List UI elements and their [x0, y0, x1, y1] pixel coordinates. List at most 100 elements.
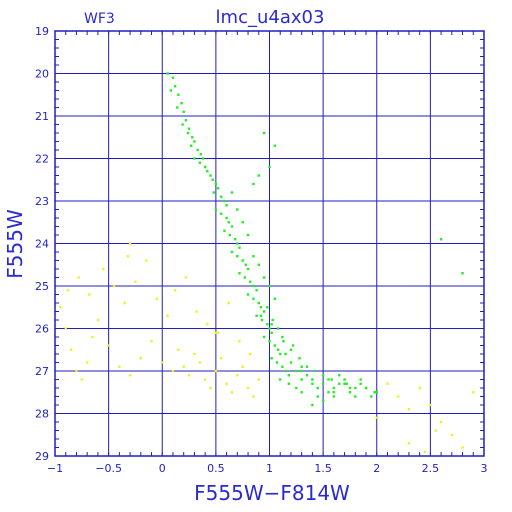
data-point: [171, 76, 175, 79]
data-point: [311, 378, 314, 381]
data-point: [260, 318, 264, 322]
y-tick-label: 26: [35, 323, 49, 336]
data-point: [206, 170, 209, 173]
data-point: [375, 391, 378, 394]
data-point: [255, 289, 258, 292]
data-point: [316, 395, 319, 398]
data-point: [439, 238, 443, 241]
data-point: [266, 323, 269, 326]
data-point: [214, 208, 218, 211]
data-point: [359, 382, 362, 385]
data-point: [332, 391, 336, 394]
data-point: [225, 382, 228, 385]
data-point: [291, 344, 295, 347]
x-tick-label: 1: [266, 462, 273, 475]
data-point: [198, 361, 201, 364]
data-point: [338, 374, 341, 377]
data-point: [257, 378, 260, 381]
data-point: [139, 357, 142, 360]
series-2: [59, 242, 475, 453]
data-point: [316, 386, 319, 390]
data-point: [270, 357, 273, 360]
data-point: [233, 238, 237, 241]
data-point: [321, 374, 325, 377]
data-point: [193, 140, 196, 143]
data-point: [375, 416, 378, 419]
data-point: [191, 136, 194, 139]
data-point: [144, 259, 148, 262]
data-point: [214, 331, 218, 334]
data-point: [461, 272, 464, 275]
data-point: [64, 327, 67, 330]
data-point: [193, 157, 196, 160]
data-point: [268, 284, 271, 288]
data-point: [198, 161, 201, 164]
data-point: [220, 212, 223, 215]
data-point: [96, 318, 100, 322]
data-point: [180, 102, 183, 105]
data-point: [305, 374, 309, 377]
data-point: [348, 391, 352, 394]
data-point: [225, 216, 228, 220]
data-point: [348, 386, 352, 390]
data-point: [270, 331, 273, 334]
data-point: [311, 403, 314, 407]
data-point: [182, 365, 185, 368]
x-tick-label: 2.5: [422, 462, 440, 475]
data-point: [407, 408, 411, 411]
x-tick-label: 1.5: [314, 462, 332, 475]
grid: [55, 31, 484, 456]
y-tick-label: 22: [35, 153, 49, 166]
data-point: [268, 327, 271, 330]
data-point: [184, 276, 188, 279]
data-point: [66, 289, 70, 292]
data-point: [77, 276, 80, 279]
data-point: [300, 391, 303, 394]
data-point: [273, 144, 277, 147]
data-point: [472, 391, 475, 394]
data-point: [321, 382, 325, 385]
data-point: [305, 365, 309, 368]
data-point: [257, 301, 260, 305]
x-tick-label: −0.5: [95, 462, 122, 475]
data-point: [262, 276, 266, 279]
data-point: [345, 382, 348, 385]
data-point: [241, 259, 244, 262]
series-1: [166, 72, 464, 407]
data-point: [295, 386, 298, 390]
data-point: [236, 208, 239, 211]
data-point: [359, 378, 362, 381]
data-point: [273, 297, 277, 300]
data-point: [88, 293, 91, 296]
x-tick-label: 0.5: [207, 462, 225, 475]
data-point: [238, 272, 241, 275]
data-point: [262, 131, 266, 135]
data-point: [281, 365, 284, 368]
data-point: [282, 340, 285, 343]
data-point: [241, 221, 244, 224]
data-point: [439, 420, 443, 424]
data-point: [128, 242, 132, 245]
data-point: [169, 89, 173, 92]
data-point: [128, 374, 132, 377]
data-point: [236, 374, 239, 377]
data-point: [230, 225, 234, 228]
data-point: [182, 110, 185, 113]
data-point: [184, 119, 188, 122]
data-point: [300, 378, 303, 381]
data-point: [187, 374, 191, 377]
data-point: [216, 187, 220, 190]
data-point: [397, 395, 400, 398]
data-point: [289, 361, 293, 364]
data-point: [275, 361, 279, 364]
data-point: [112, 284, 116, 288]
data-point: [270, 323, 273, 326]
y-tick-label: 29: [35, 450, 49, 463]
data-point: [246, 293, 250, 296]
data-point: [266, 306, 269, 309]
data-point: [246, 233, 250, 237]
data-point: [287, 374, 291, 377]
data-point: [276, 348, 280, 351]
data-point: [257, 174, 260, 177]
